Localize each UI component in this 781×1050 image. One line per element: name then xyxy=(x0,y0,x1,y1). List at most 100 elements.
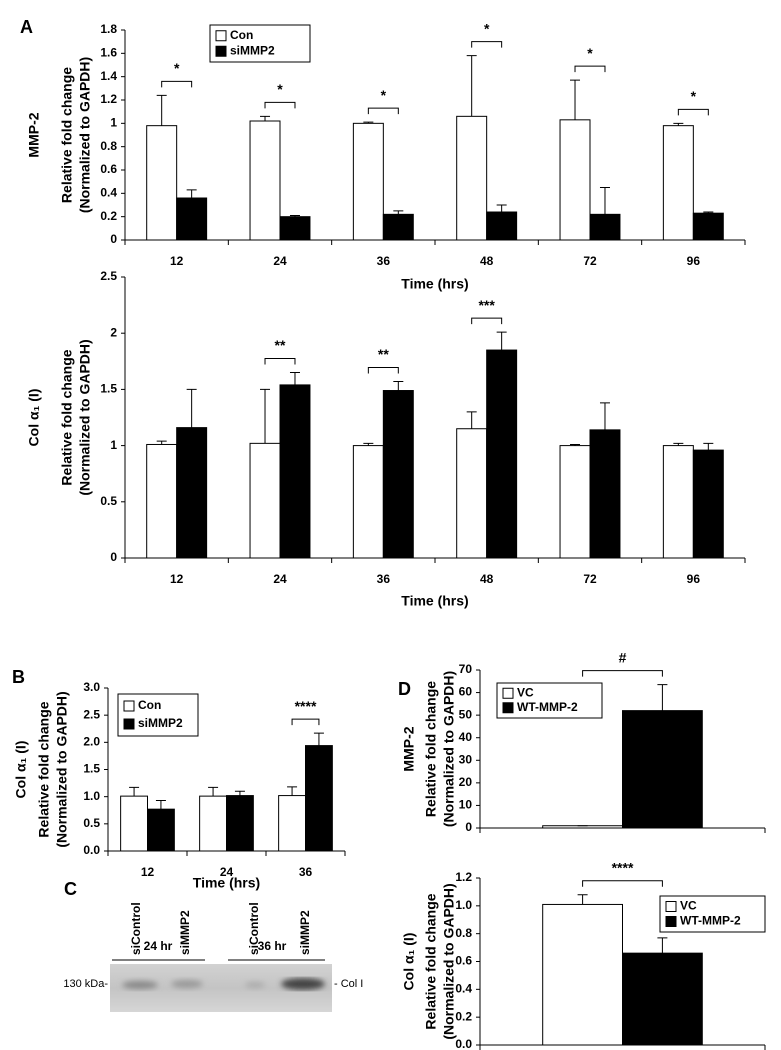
error-bar xyxy=(129,786,140,797)
significance-label: ** xyxy=(378,346,389,362)
x-tick-label: 12 xyxy=(170,572,184,586)
bar xyxy=(486,211,518,241)
error-bar xyxy=(599,402,610,430)
error-bar xyxy=(260,388,271,444)
bar xyxy=(226,795,254,852)
x-tick-label: 48 xyxy=(480,572,494,586)
bar xyxy=(278,795,307,852)
significance-bracket xyxy=(367,107,399,115)
error-bar xyxy=(570,79,581,120)
panel-letter: B xyxy=(12,667,25,687)
y-axis-label: Col α₁ (I) xyxy=(13,741,29,799)
y-tick-label: 2.0 xyxy=(83,735,100,749)
y-tick-label: 1 xyxy=(110,438,117,452)
significance-bracket xyxy=(677,108,709,116)
y-axis-label: Col α₁ (I) xyxy=(401,933,417,991)
y-tick-label: 50 xyxy=(459,707,473,721)
legend-swatch xyxy=(502,702,514,714)
x-tick-label: 96 xyxy=(687,254,701,268)
significance-label: * xyxy=(484,20,490,36)
x-tick-label: 24 xyxy=(273,254,287,268)
y-tick-label: 1 xyxy=(110,116,117,130)
y-tick-label: 0 xyxy=(465,820,472,834)
y-tick-label: 40 xyxy=(459,730,473,744)
error-bar xyxy=(234,790,245,796)
legend-label: WT-MMP-2 xyxy=(680,914,741,928)
significance-bracket xyxy=(471,41,503,48)
legend-label: siMMP2 xyxy=(230,43,275,57)
significance-bracket xyxy=(471,317,503,325)
y-axis-label: Relative fold change xyxy=(423,681,439,817)
error-bar xyxy=(496,204,507,212)
significance-label: * xyxy=(174,60,180,76)
bar xyxy=(382,213,414,241)
error-bar xyxy=(703,442,714,451)
y-axis-label: Relative fold change xyxy=(59,67,75,203)
bar xyxy=(542,903,624,1046)
y-axis-label: Relative fold change xyxy=(59,349,75,485)
significance-label: **** xyxy=(612,859,634,875)
blot-bands xyxy=(122,978,325,990)
error-bar xyxy=(393,381,404,391)
bar xyxy=(249,442,281,559)
legend-box xyxy=(209,24,311,63)
error-bar xyxy=(577,894,588,905)
x-tick-label: 48 xyxy=(480,254,494,268)
bar xyxy=(589,429,621,559)
legend-box xyxy=(659,895,766,933)
y-axis-label: (Normalized to GAPDH) xyxy=(441,883,457,1039)
y-tick-label: 1.0 xyxy=(455,898,472,912)
y-tick-label: 1.4 xyxy=(100,69,117,83)
x-axis-label: Time (hrs) xyxy=(193,875,260,891)
y-tick-label: 0.8 xyxy=(100,139,117,153)
bar xyxy=(249,120,281,241)
error-bar xyxy=(287,786,298,796)
legend-label: WT-MMP-2 xyxy=(517,700,578,714)
y-tick-label: 2 xyxy=(110,325,117,339)
error-bar xyxy=(156,440,167,445)
legend-swatch xyxy=(665,901,677,912)
bar xyxy=(146,125,178,241)
band-label: - Col I xyxy=(334,978,363,990)
significance-bracket xyxy=(574,65,606,73)
significance-label: * xyxy=(691,88,697,104)
bar xyxy=(486,349,518,559)
error-bar xyxy=(703,211,714,214)
y-tick-label: 60 xyxy=(459,685,473,699)
significance-bracket xyxy=(291,718,320,726)
bar xyxy=(352,445,384,559)
y-tick-label: 0.6 xyxy=(100,162,117,176)
y-axis-label: MMP-2 xyxy=(401,726,417,771)
y-axis-label: (Normalized to GAPDH) xyxy=(54,691,70,847)
legend-label: VC xyxy=(517,685,534,699)
y-tick-label: 10 xyxy=(459,798,473,812)
error-bar xyxy=(155,799,166,810)
bar xyxy=(199,795,227,852)
x-tick-label: 36 xyxy=(377,254,391,268)
significance-bracket xyxy=(582,670,663,677)
bar xyxy=(147,808,175,852)
bar xyxy=(622,710,703,829)
group-label: 36 hr xyxy=(258,939,287,953)
bar xyxy=(382,390,414,559)
error-bar xyxy=(260,115,271,121)
legend-label: Con xyxy=(138,698,161,712)
y-axis-label: (Normalized to GAPDH) xyxy=(441,671,457,827)
legend-label: VC xyxy=(680,899,697,913)
x-tick-label: 24 xyxy=(220,865,234,879)
significance-label: **** xyxy=(295,698,317,714)
y-tick-label: 0.4 xyxy=(455,982,472,996)
lane-label: siControl xyxy=(247,902,261,955)
bar xyxy=(305,745,333,852)
y-tick-label: 1.8 xyxy=(100,22,117,36)
error-bar xyxy=(673,442,684,446)
significance-label: *** xyxy=(478,297,495,313)
significance-label: ** xyxy=(275,337,286,353)
error-bar xyxy=(570,443,581,446)
bar xyxy=(279,384,311,559)
y-tick-label: 0.6 xyxy=(455,954,472,968)
y-tick-label: 1.6 xyxy=(100,46,117,60)
y-tick-label: 0 xyxy=(110,232,117,246)
error-bar xyxy=(208,786,219,797)
y-axis-label: Col α₁ (I) xyxy=(26,389,42,447)
